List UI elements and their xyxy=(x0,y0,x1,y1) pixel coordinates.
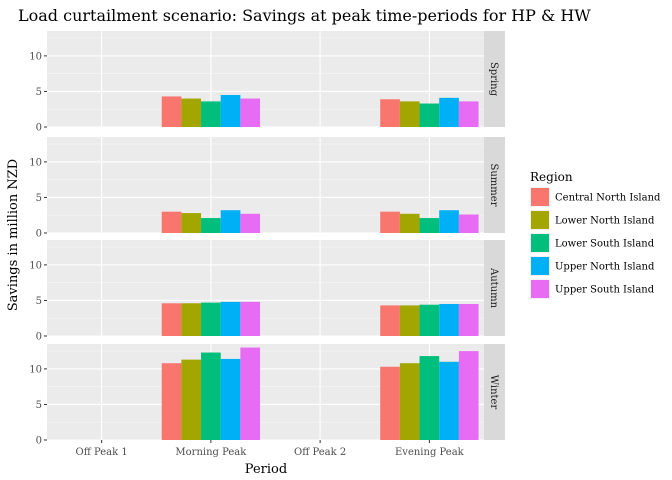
y-tick-label: 10 xyxy=(29,364,42,375)
bar xyxy=(439,97,459,127)
chart-title: Load curtailment scenario: Savings at pe… xyxy=(18,6,591,25)
legend-swatch xyxy=(531,211,549,229)
legend-swatch xyxy=(531,280,549,298)
bar xyxy=(161,211,182,233)
bar xyxy=(419,103,440,127)
y-tick-label: 10 xyxy=(29,157,42,168)
bar xyxy=(161,303,182,336)
legend-entry: Upper South Island xyxy=(530,279,655,299)
bar xyxy=(458,101,479,127)
x-axis-title: Period xyxy=(245,462,287,477)
bar xyxy=(181,359,202,440)
legend-label: Upper South Island xyxy=(555,285,655,296)
facet-label: Summer xyxy=(488,164,499,207)
bar xyxy=(399,213,420,233)
bar xyxy=(201,302,221,336)
bar xyxy=(240,301,261,336)
legend-label: Lower North Island xyxy=(555,216,655,227)
facet-panel-spring: 0 5 10 Spring xyxy=(29,31,505,134)
bar xyxy=(380,366,400,440)
legend-label: Upper North Island xyxy=(555,262,655,273)
bar xyxy=(181,213,202,233)
y-tick-label: 10 xyxy=(29,51,42,62)
bar xyxy=(201,218,221,233)
legend-swatch xyxy=(531,257,549,275)
bar xyxy=(399,305,420,336)
legend-swatch xyxy=(531,188,549,206)
bar xyxy=(240,98,261,127)
x-tick-label: Off Peak 2 xyxy=(294,447,346,458)
y-tick-label: 5 xyxy=(36,193,42,204)
facet-strip xyxy=(484,240,505,336)
facet-label: Autumn xyxy=(488,267,499,309)
legend-label: Central North Island xyxy=(555,193,661,204)
facet-panel-winter: 0 5 10 Winter xyxy=(29,344,505,447)
bar xyxy=(220,358,241,440)
bar xyxy=(419,218,440,233)
legend-title: Region xyxy=(530,170,573,184)
y-tick-label: 5 xyxy=(36,87,42,98)
facet-panel-autumn: 0 5 10 Autumn xyxy=(29,240,505,343)
bar xyxy=(161,96,182,127)
bar xyxy=(220,301,241,336)
bar xyxy=(439,304,459,336)
y-axis-title: Savings in million NZD xyxy=(6,159,21,311)
bar xyxy=(458,214,479,233)
facet-label: Spring xyxy=(488,62,499,97)
bar xyxy=(419,304,440,336)
y-tick-label: 5 xyxy=(36,400,42,411)
x-tick-label: Morning Peak xyxy=(175,447,247,458)
legend: Region Central North Island Lower North I… xyxy=(530,170,661,299)
legend-entry: Central North Island xyxy=(530,187,661,207)
y-tick-label: 0 xyxy=(36,123,42,134)
bar xyxy=(419,356,440,440)
bar xyxy=(439,361,459,440)
bar xyxy=(181,98,202,127)
facet-label: Winter xyxy=(488,375,499,410)
bar xyxy=(220,210,241,233)
legend-entry: Lower South Island xyxy=(530,233,655,253)
y-tick-label: 0 xyxy=(36,229,42,240)
bar xyxy=(380,99,400,127)
x-tick-label: Off Peak 1 xyxy=(76,447,128,458)
bar xyxy=(220,95,241,127)
facet-strip xyxy=(484,344,505,440)
bar xyxy=(458,304,479,336)
y-tick-label: 0 xyxy=(36,332,42,343)
y-tick-label: 0 xyxy=(36,436,42,447)
bar xyxy=(439,210,459,233)
bar xyxy=(201,101,221,127)
legend-entry: Upper North Island xyxy=(530,256,655,276)
y-tick-label: 10 xyxy=(29,260,42,271)
facet-panels: 0 5 10 Spring 0 5 10 Summer 0 5 10 Autumn 0 5 10 Winter… xyxy=(29,31,505,458)
facet-strip xyxy=(484,31,505,127)
bar xyxy=(399,363,420,440)
bar xyxy=(458,351,479,440)
bar xyxy=(240,347,261,440)
bar xyxy=(399,101,420,127)
bar xyxy=(161,363,182,440)
legend-entry: Lower North Island xyxy=(530,210,655,230)
bar xyxy=(380,305,400,336)
bar xyxy=(380,211,400,233)
facet-panel-summer: 0 5 10 Summer xyxy=(29,137,505,240)
facet-strip xyxy=(484,137,505,233)
legend-swatch xyxy=(531,234,549,252)
x-tick-label: Evening Peak xyxy=(395,447,465,458)
bar xyxy=(201,352,221,440)
legend-label: Lower South Island xyxy=(555,239,655,250)
bar xyxy=(240,213,261,233)
bar xyxy=(181,303,202,336)
y-tick-label: 5 xyxy=(36,296,42,307)
